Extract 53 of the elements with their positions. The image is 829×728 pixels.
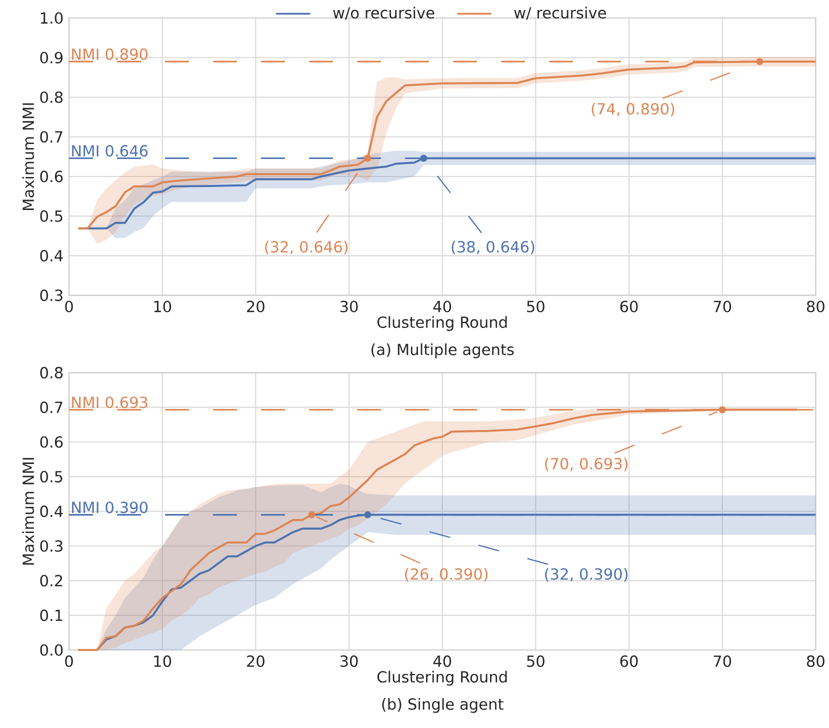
y-axis-title: Maximum NMI: [22, 458, 34, 565]
y-tick-label: 0.3: [40, 290, 62, 302]
y-tick-label: 0.7: [40, 131, 62, 143]
x-axis-title: Clustering Round: [377, 670, 507, 686]
y-tick-label: 0.9: [40, 52, 63, 64]
legend-label: w/o recursive: [333, 6, 434, 20]
text: (b) Single agent: [382, 698, 504, 713]
x-tick-label: 50: [527, 655, 544, 667]
ref-line-label: NMI 0.646: [72, 145, 148, 157]
x-tick-label: 20: [247, 300, 264, 312]
y-tick-label: 0.2: [40, 574, 62, 586]
x-axis-title: Clustering Round: [377, 316, 507, 331]
annotation: (32, 0.646): [265, 240, 348, 254]
y-tick-label: 0.6: [40, 436, 63, 448]
y-tick-label: 0.7: [40, 402, 62, 414]
x-tick-label: 60: [620, 655, 638, 667]
y-tick-label: 0.3: [40, 540, 62, 552]
y-tick-label: 1.0: [40, 12, 63, 24]
legend-label: w/ recursive: [514, 6, 606, 20]
x-tick-label: 70: [714, 300, 732, 312]
y-tick-label: 0.8: [40, 366, 63, 378]
x-tick-label: 80: [806, 655, 824, 667]
y-tick-label: 0.0: [40, 644, 63, 656]
x-tick-label: 10: [154, 300, 172, 312]
x-tick-label: 10: [154, 655, 172, 667]
y-tick-label: 0.1: [40, 610, 62, 622]
annotation: (70, 0.693): [545, 458, 628, 472]
x-tick-label: 60: [620, 300, 638, 312]
ref-line-label: NMI 0.693: [72, 396, 148, 408]
ref-line-label: NMI 0.390: [72, 502, 148, 514]
x-tick-label: 70: [714, 655, 732, 667]
x-tick-label: 0: [65, 300, 73, 312]
y-tick-label: 0.4: [40, 250, 63, 262]
x-tick-label: 40: [433, 300, 452, 312]
x-tick-label: 40: [433, 655, 452, 667]
x-tick-label: 50: [527, 300, 544, 312]
y-tick-label: 0.6: [40, 170, 63, 182]
x-tick-label: 0: [65, 655, 73, 667]
x-tick-label: 30: [340, 655, 358, 667]
x-tick-label: 20: [247, 655, 264, 667]
text: (a) Multiple agents: [372, 343, 514, 358]
annotation: (26, 0.390): [405, 568, 488, 582]
x-tick-label: 80: [806, 300, 824, 312]
y-tick-label: 0.5: [40, 470, 62, 482]
ref-line-label: NMI 0.890: [72, 48, 148, 60]
annotation: (38, 0.646): [452, 240, 534, 254]
x-tick-label: 30: [340, 300, 358, 312]
annotation: (32, 0.390): [545, 568, 628, 582]
annotation: (74, 0.890): [592, 102, 674, 116]
y-tick-label: 0.4: [40, 506, 63, 518]
y-tick-label: 0.5: [40, 210, 62, 222]
y-axis-title: Maximum NMI: [22, 103, 34, 210]
y-tick-label: 0.8: [40, 91, 63, 104]
